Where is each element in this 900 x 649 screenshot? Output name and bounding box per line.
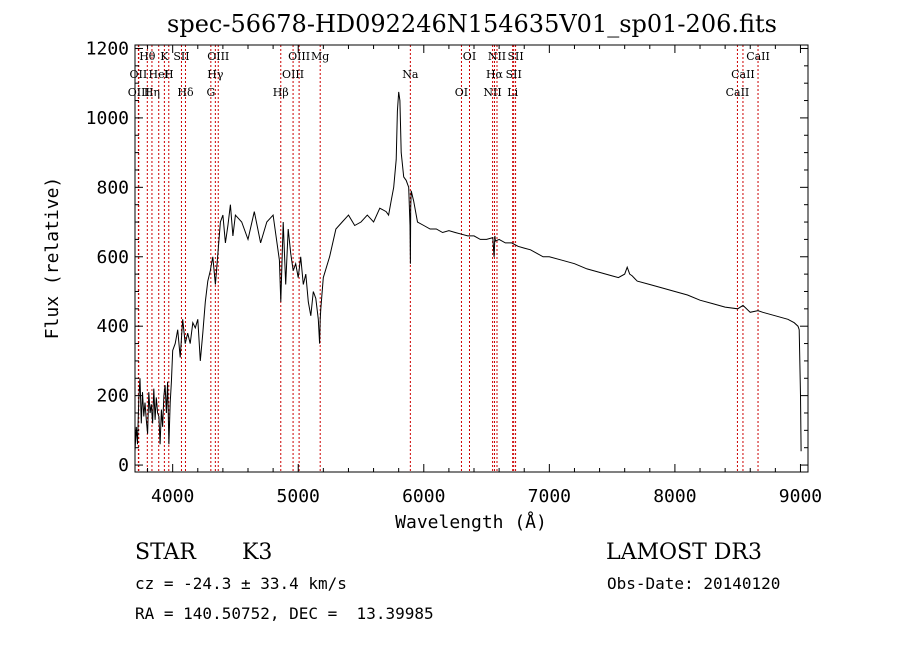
chart-title: spec-56678-HD092246N154635V01_sp01-206.f… <box>167 10 777 38</box>
x-tick-label: 7000 <box>528 486 571 507</box>
object-class: STAR <box>135 540 196 565</box>
spectral-line-label: CaII <box>731 68 755 81</box>
y-tick-label: 1000 <box>86 108 129 129</box>
spectral-line-label: SII <box>506 68 522 81</box>
spectral-line-label: HeI <box>149 68 169 81</box>
spectral-line-label: OI <box>463 50 476 63</box>
spectral-line-labels: Hθ OII OIII K HeI Hη SII HHδ OIII Hγ G OIII OIII Hβ Mg… <box>128 50 770 99</box>
y-tick-label: 400 <box>96 316 129 337</box>
spectral-line-label: SII <box>507 50 523 63</box>
x-tick-label: 4000 <box>151 486 194 507</box>
spectral-line-label: OIII <box>282 68 304 81</box>
x-tick-label: 5000 <box>277 486 320 507</box>
spectrum-series-line <box>134 91 802 452</box>
x-tick-label: 8000 <box>653 486 696 507</box>
spectral-line-label: NII <box>483 86 501 99</box>
spectral-line-markers <box>137 45 759 472</box>
spectral-line-label: Hθ <box>139 50 156 63</box>
coordinates: RA = 140.50752, DEC = 13.39985 <box>135 604 434 623</box>
spectral-line-label: Mg <box>311 50 329 63</box>
survey-name: LAMOST DR3 <box>606 540 762 565</box>
spectral-line-label: NII <box>488 50 506 63</box>
y-tick-label: 800 <box>96 177 129 198</box>
spectral-line-label: CaII <box>746 50 770 63</box>
plot-frame <box>134 44 809 473</box>
spectral-line-label: OIII <box>207 50 229 63</box>
spectral-line-label: SII <box>173 50 189 63</box>
spectral-line-label: Hβ <box>273 86 289 99</box>
y-axis-label: Flux (relative) <box>42 177 63 340</box>
x-tick-label: 6000 <box>402 486 445 507</box>
spectral-subclass: K3 <box>242 540 273 565</box>
y-tick-label: 200 <box>96 386 129 407</box>
spectral-line-label: OI <box>455 86 468 99</box>
spectral-line-label: K <box>160 50 169 63</box>
x-axis-ticks: 4000 5000 6000 7000 8000 9000 <box>147 45 822 507</box>
spectral-line-label: CaII <box>726 86 750 99</box>
spectral-line-label: Hδ <box>177 86 194 99</box>
y-tick-label: 600 <box>96 247 129 268</box>
spectral-line-label: Hα <box>486 68 504 81</box>
spectral-line-label: G <box>206 86 215 99</box>
spectral-line-label: OII <box>130 68 148 81</box>
observation-date: Obs-Date: 20140120 <box>607 574 781 593</box>
x-axis-label: Wavelength (Å) <box>395 511 547 533</box>
spectral-line-label: OIII <box>128 86 150 99</box>
y-axis-ticks: 0 200 400 600 800 1000 1200 <box>86 38 808 476</box>
redshift-value: cz = -24.3 ± 33.4 km/s <box>135 574 347 593</box>
spectral-line-label: H <box>164 68 174 81</box>
y-tick-label: 0 <box>118 455 129 476</box>
spectral-line-label: Na <box>402 68 419 81</box>
spectral-line-label: Hγ <box>207 68 224 81</box>
x-tick-label: 9000 <box>779 486 822 507</box>
spectral-line-label: Li <box>507 86 518 99</box>
spectral-line-label: Hη <box>144 86 160 99</box>
y-tick-label: 1200 <box>86 38 129 59</box>
spectral-line-label: OIII <box>288 50 310 63</box>
